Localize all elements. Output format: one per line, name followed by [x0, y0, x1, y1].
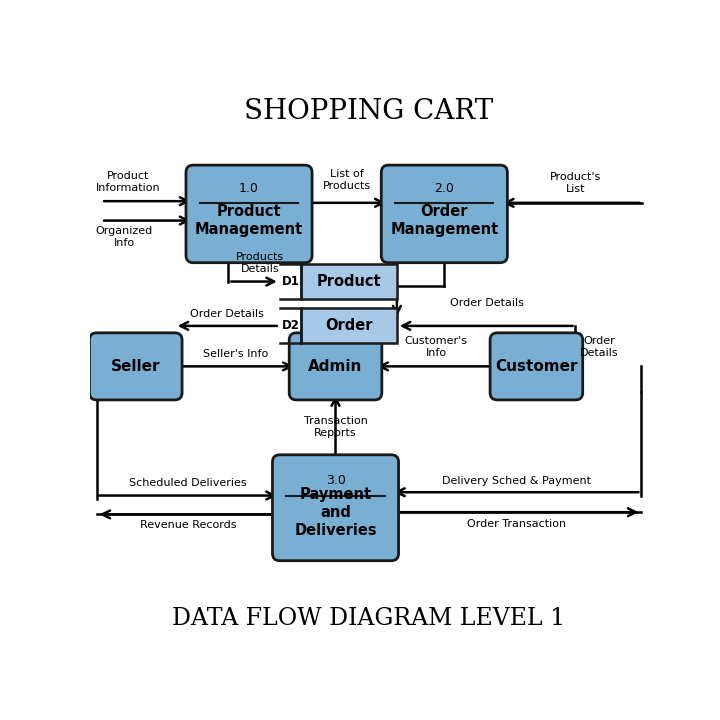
Text: D2: D2	[282, 320, 300, 333]
Text: Organized
Info: Organized Info	[96, 226, 153, 248]
FancyBboxPatch shape	[490, 333, 582, 400]
Bar	[301, 308, 397, 343]
Text: 1.0: 1.0	[239, 182, 259, 195]
FancyBboxPatch shape	[272, 455, 399, 561]
Text: Seller: Seller	[111, 359, 161, 374]
Text: Order
Management: Order Management	[390, 204, 498, 237]
Text: Product
Information: Product Information	[96, 171, 161, 193]
Text: Product
Management: Product Management	[195, 204, 303, 237]
Text: Revenue Records: Revenue Records	[140, 520, 236, 530]
Text: Product: Product	[317, 274, 381, 289]
Text: Order Details: Order Details	[190, 310, 264, 319]
FancyBboxPatch shape	[382, 165, 508, 263]
Text: Order: Order	[325, 318, 373, 333]
FancyBboxPatch shape	[289, 333, 382, 400]
Bar	[301, 264, 397, 299]
FancyBboxPatch shape	[186, 165, 312, 263]
Text: Admin: Admin	[308, 359, 363, 374]
Text: Product's
List: Product's List	[550, 172, 601, 194]
Text: List of
Products: List of Products	[323, 169, 371, 191]
Text: 3.0: 3.0	[325, 474, 346, 487]
Text: Delivery Sched & Payment: Delivery Sched & Payment	[442, 476, 591, 485]
Text: Scheduled Deliveries: Scheduled Deliveries	[130, 478, 247, 488]
Text: Order Transaction: Order Transaction	[467, 519, 566, 528]
Text: Order
Details: Order Details	[580, 336, 618, 358]
Text: SHOPPING CART: SHOPPING CART	[244, 98, 494, 125]
Text: Transaction
Reports: Transaction Reports	[304, 416, 367, 438]
Text: D1: D1	[282, 275, 300, 288]
Text: DATA FLOW DIAGRAM LEVEL 1: DATA FLOW DIAGRAM LEVEL 1	[172, 607, 566, 630]
FancyBboxPatch shape	[89, 333, 182, 400]
Text: Seller's Info: Seller's Info	[203, 349, 269, 359]
Text: Products
Details: Products Details	[236, 252, 284, 274]
Text: 2.0: 2.0	[434, 182, 454, 195]
Text: Order Details: Order Details	[451, 297, 524, 307]
Text: Payment
and
Deliveries: Payment and Deliveries	[294, 487, 377, 538]
Text: Customer: Customer	[495, 359, 577, 374]
Text: Customer's
Info: Customer's Info	[405, 336, 467, 358]
